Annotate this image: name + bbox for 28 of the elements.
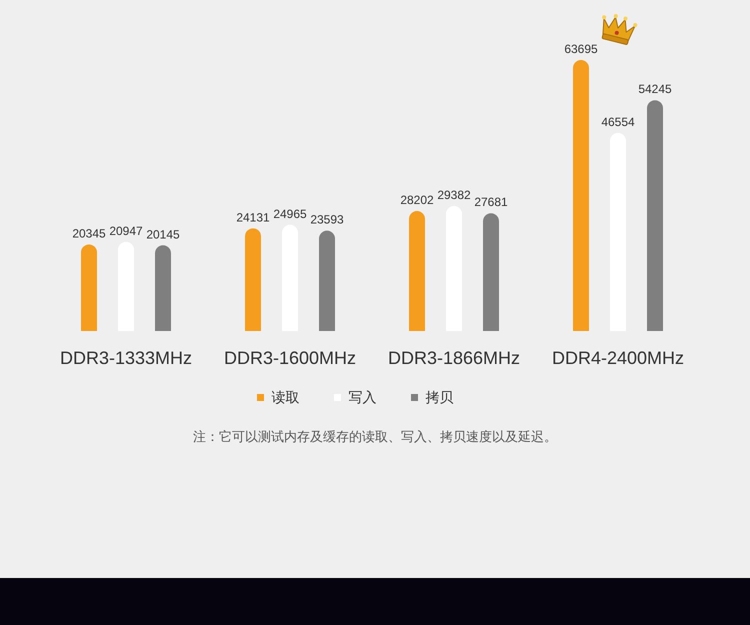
data-label: 20145 xyxy=(146,227,180,242)
x-tick-label: DDR3-1866MHz xyxy=(388,348,520,368)
data-label: 20947 xyxy=(109,224,144,238)
data-label: 24131 xyxy=(236,210,270,224)
x-tick-label: DDR4-2400MHz xyxy=(552,348,684,368)
bar xyxy=(319,230,335,331)
legend-label: 写入 xyxy=(348,389,376,405)
data-label: 29382 xyxy=(437,188,472,202)
bar xyxy=(155,245,171,331)
data-label: 24965 xyxy=(273,206,308,221)
x-tick-label: DDR3-1600MHz xyxy=(224,348,356,368)
bar xyxy=(573,60,589,331)
data-label: 54245 xyxy=(638,82,672,96)
bar xyxy=(81,244,97,331)
legend-label: 拷贝 xyxy=(426,389,454,405)
data-label: 46554 xyxy=(601,114,636,129)
text: 注：它可以测试内存及缓存的读取、写入、拷贝速度以及延迟。 xyxy=(192,428,558,446)
x-tick-label: DDR3-1333MHz xyxy=(60,348,192,368)
bar xyxy=(483,213,499,331)
data-label: 27681 xyxy=(474,195,508,210)
bar xyxy=(409,211,425,331)
legend-label: 读取 xyxy=(272,389,300,405)
bar xyxy=(245,228,261,331)
data-label: 20345 xyxy=(72,226,106,240)
data-label: 63695 xyxy=(564,42,598,56)
data-label: 23593 xyxy=(310,212,344,227)
bar xyxy=(647,100,663,331)
data-label: 28202 xyxy=(400,193,434,208)
